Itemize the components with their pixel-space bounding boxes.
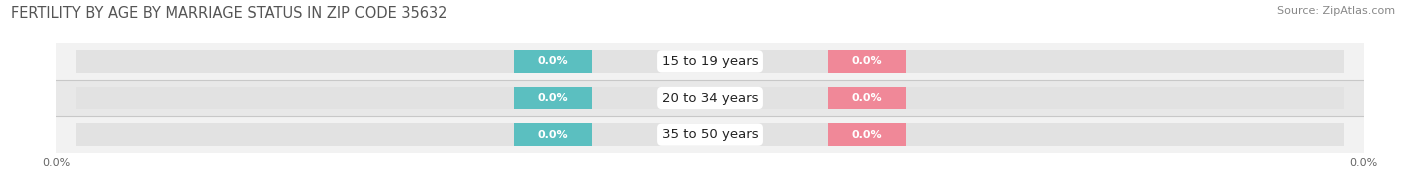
Bar bbox=[56, 116, 1364, 153]
Bar bbox=[515, 50, 592, 73]
Text: Source: ZipAtlas.com: Source: ZipAtlas.com bbox=[1277, 6, 1395, 16]
Text: 0.0%: 0.0% bbox=[538, 56, 568, 66]
Text: 0.0%: 0.0% bbox=[852, 56, 882, 66]
Bar bbox=[828, 123, 905, 146]
Bar bbox=[828, 87, 905, 109]
Bar bbox=[515, 123, 592, 146]
Text: 15 to 19 years: 15 to 19 years bbox=[662, 55, 758, 68]
Text: 20 to 34 years: 20 to 34 years bbox=[662, 92, 758, 104]
Bar bbox=[56, 43, 1364, 80]
Bar bbox=[828, 50, 905, 73]
Bar bbox=[515, 87, 592, 109]
Text: 0.0%: 0.0% bbox=[852, 130, 882, 140]
Text: FERTILITY BY AGE BY MARRIAGE STATUS IN ZIP CODE 35632: FERTILITY BY AGE BY MARRIAGE STATUS IN Z… bbox=[11, 6, 447, 21]
Bar bbox=[56, 80, 1364, 116]
Text: 35 to 50 years: 35 to 50 years bbox=[662, 128, 758, 141]
Bar bbox=[76, 123, 1344, 146]
Text: 0.0%: 0.0% bbox=[538, 130, 568, 140]
Bar bbox=[76, 87, 1344, 109]
Text: 0.0%: 0.0% bbox=[538, 93, 568, 103]
Text: 0.0%: 0.0% bbox=[852, 93, 882, 103]
Bar bbox=[76, 50, 1344, 73]
